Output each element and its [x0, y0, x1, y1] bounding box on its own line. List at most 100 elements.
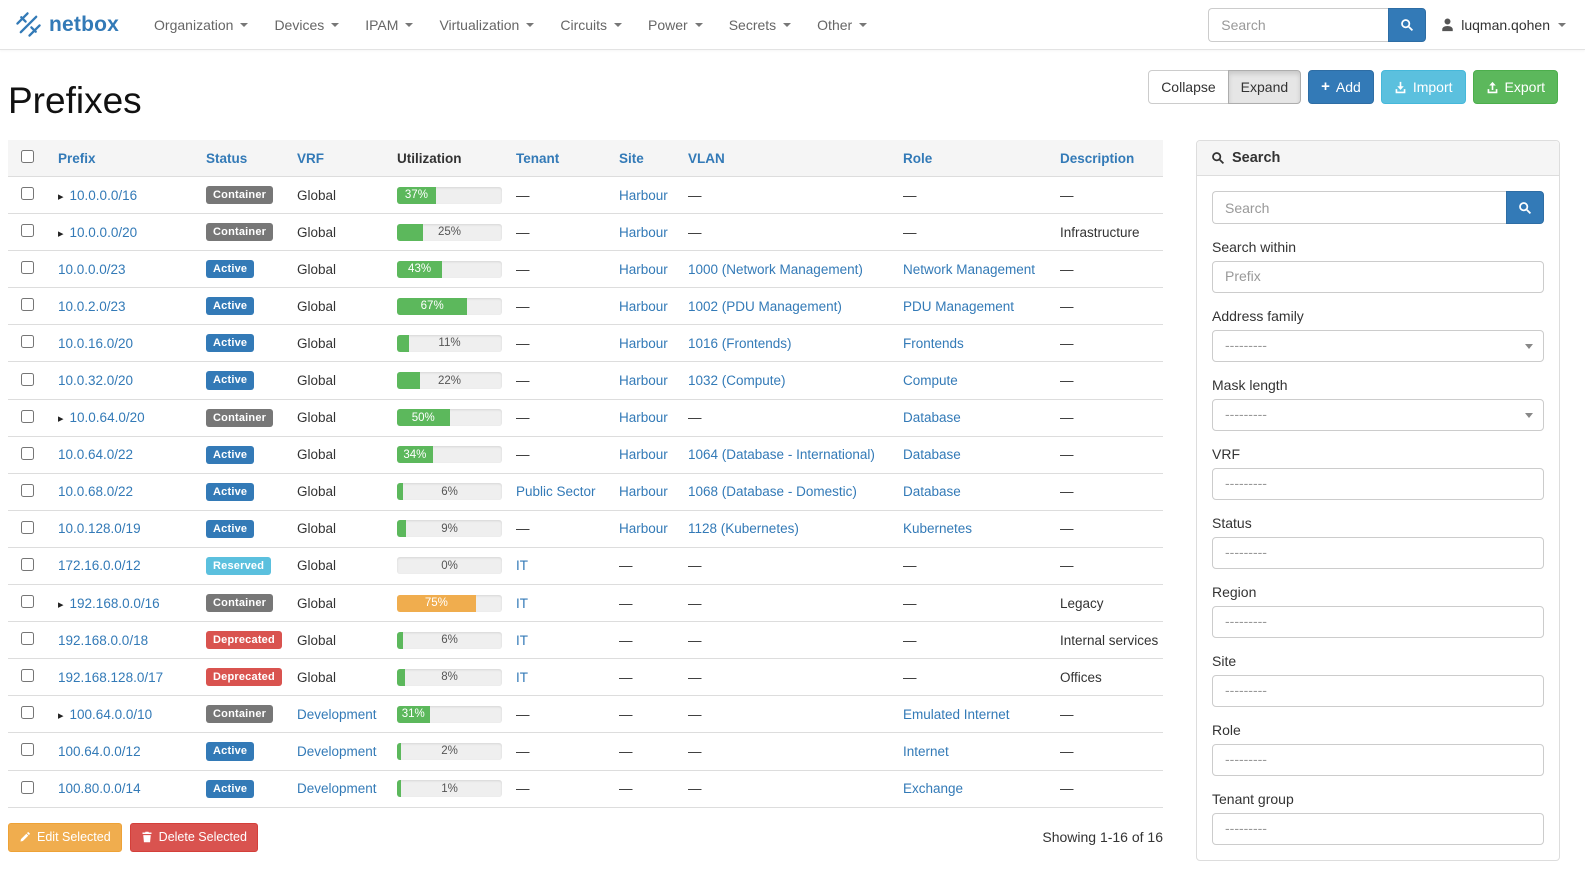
user-menu[interactable]: luqman.qohen [1440, 17, 1570, 33]
expand-toggle-icon[interactable]: ▸ [58, 413, 64, 426]
prefix-link[interactable]: 100.80.0.0/14 [58, 781, 141, 797]
column-sort-link[interactable]: VRF [297, 150, 324, 166]
nav-menu-power[interactable]: Power [635, 2, 716, 48]
row-checkbox[interactable] [21, 372, 34, 386]
site-link[interactable]: Harbour [619, 447, 668, 463]
role-link[interactable]: Kubernetes [903, 521, 973, 537]
prefix-link[interactable]: 10.0.68.0/22 [58, 484, 134, 500]
column-sort-link[interactable]: VLAN [688, 150, 725, 166]
prefix-link[interactable]: 192.168.0.0/18 [58, 632, 149, 648]
filter-vrf-input[interactable]: --------- [1212, 468, 1544, 500]
global-search-input[interactable] [1208, 7, 1389, 42]
row-checkbox[interactable] [21, 335, 34, 349]
prefix-link[interactable]: 10.0.64.0/20 [69, 410, 145, 426]
row-checkbox[interactable] [21, 298, 34, 312]
expand-toggle-icon[interactable]: ▸ [58, 190, 64, 203]
tenant-link[interactable]: IT [516, 558, 528, 574]
tenant-link[interactable]: IT [516, 632, 528, 648]
filter-site-input[interactable]: --------- [1212, 675, 1544, 707]
vrf-link[interactable]: Development [297, 781, 377, 797]
filter-mask-length-select[interactable]: --------- [1212, 399, 1544, 431]
site-link[interactable]: Harbour [619, 261, 668, 277]
nav-menu-secrets[interactable]: Secrets [716, 2, 804, 48]
expand-toggle-icon[interactable]: ▸ [58, 709, 64, 722]
export-button[interactable]: Export [1472, 70, 1558, 104]
vlan-link[interactable]: 1016 (Frontends) [688, 335, 792, 351]
prefix-link[interactable]: 10.0.64.0/22 [58, 447, 134, 463]
netbox-logo[interactable]: netbox [15, 11, 119, 38]
role-link[interactable]: Exchange [903, 781, 964, 797]
prefix-link[interactable]: 100.64.0.0/10 [69, 706, 153, 722]
prefix-link[interactable]: 192.168.128.0/17 [58, 669, 164, 685]
role-link[interactable]: Database [903, 484, 961, 500]
row-checkbox[interactable] [21, 520, 34, 534]
nav-menu-ipam[interactable]: IPAM [352, 2, 426, 48]
site-link[interactable]: Harbour [619, 521, 668, 537]
filter-search-within-input[interactable]: Prefix [1212, 261, 1544, 293]
role-link[interactable]: Compute [903, 373, 958, 389]
site-link[interactable]: Harbour [619, 187, 668, 203]
vlan-link[interactable]: 1064 (Database - International) [688, 447, 875, 463]
site-link[interactable]: Harbour [619, 298, 668, 314]
row-checkbox[interactable] [21, 409, 34, 423]
row-checkbox[interactable] [21, 557, 34, 571]
column-sort-link[interactable]: Tenant [516, 150, 560, 166]
column-sort-link[interactable]: Site [619, 150, 644, 166]
edit-selected-button[interactable]: Edit Selected [8, 822, 122, 852]
row-checkbox[interactable] [21, 224, 34, 238]
nav-menu-virtualization[interactable]: Virtualization [426, 2, 547, 48]
collapse-button[interactable]: Collapse [1148, 70, 1229, 104]
row-checkbox[interactable] [21, 446, 34, 460]
prefix-link[interactable]: 10.0.0.0/23 [58, 261, 126, 277]
row-checkbox[interactable] [21, 706, 34, 720]
role-link[interactable]: Internet [903, 743, 949, 759]
prefix-link[interactable]: 172.16.0.0/12 [58, 558, 141, 574]
prefix-link[interactable]: 10.0.0.0/16 [69, 187, 138, 203]
filter-status-input[interactable]: --------- [1212, 537, 1544, 569]
vrf-link[interactable]: Development [297, 743, 377, 759]
filter-role-input[interactable]: --------- [1212, 744, 1544, 776]
filter-region-input[interactable]: --------- [1212, 606, 1544, 638]
vlan-link[interactable]: 1002 (PDU Management) [688, 298, 842, 314]
filter-search-button[interactable] [1506, 191, 1544, 224]
add-button[interactable]: + Add [1308, 70, 1374, 104]
prefix-link[interactable]: 10.0.16.0/20 [58, 335, 134, 351]
tenant-link[interactable]: IT [516, 595, 528, 611]
row-checkbox[interactable] [21, 261, 34, 275]
row-checkbox[interactable] [21, 669, 34, 683]
prefix-link[interactable]: 192.168.0.0/16 [69, 595, 160, 611]
expand-button[interactable]: Expand [1227, 70, 1302, 104]
site-link[interactable]: Harbour [619, 373, 668, 389]
filter-search-input[interactable] [1212, 191, 1506, 224]
prefix-link[interactable]: 10.0.32.0/20 [58, 373, 134, 389]
role-link[interactable]: Frontends [903, 335, 964, 351]
select-all-checkbox[interactable] [21, 150, 34, 163]
role-link[interactable]: Database [903, 447, 961, 463]
column-sort-link[interactable]: Status [206, 150, 248, 166]
row-checkbox[interactable] [21, 743, 34, 757]
row-checkbox[interactable] [21, 483, 34, 497]
expand-toggle-icon[interactable]: ▸ [58, 227, 64, 240]
vlan-link[interactable]: 1128 (Kubernetes) [688, 521, 799, 537]
role-link[interactable]: Network Management [903, 261, 1036, 277]
role-link[interactable]: Emulated Internet [903, 706, 1010, 722]
vlan-link[interactable]: 1032 (Compute) [688, 373, 786, 389]
column-sort-link[interactable]: Description [1060, 150, 1135, 166]
column-sort-link[interactable]: Role [903, 150, 933, 166]
nav-menu-organization[interactable]: Organization [141, 2, 261, 48]
site-link[interactable]: Harbour [619, 484, 668, 500]
expand-toggle-icon[interactable]: ▸ [58, 598, 64, 611]
row-checkbox[interactable] [21, 187, 34, 201]
vrf-link[interactable]: Development [297, 706, 377, 722]
role-link[interactable]: Database [903, 410, 961, 426]
tenant-link[interactable]: IT [516, 669, 528, 685]
row-checkbox[interactable] [21, 595, 34, 609]
prefix-link[interactable]: 10.0.2.0/23 [58, 298, 126, 314]
site-link[interactable]: Harbour [619, 410, 668, 426]
nav-menu-other[interactable]: Other [804, 2, 880, 48]
role-link[interactable]: PDU Management [903, 298, 1015, 314]
nav-menu-circuits[interactable]: Circuits [547, 2, 635, 48]
delete-selected-button[interactable]: Delete Selected [129, 822, 258, 852]
filter-tenant-group-input[interactable]: --------- [1212, 813, 1544, 845]
import-button[interactable]: Import [1380, 70, 1466, 104]
